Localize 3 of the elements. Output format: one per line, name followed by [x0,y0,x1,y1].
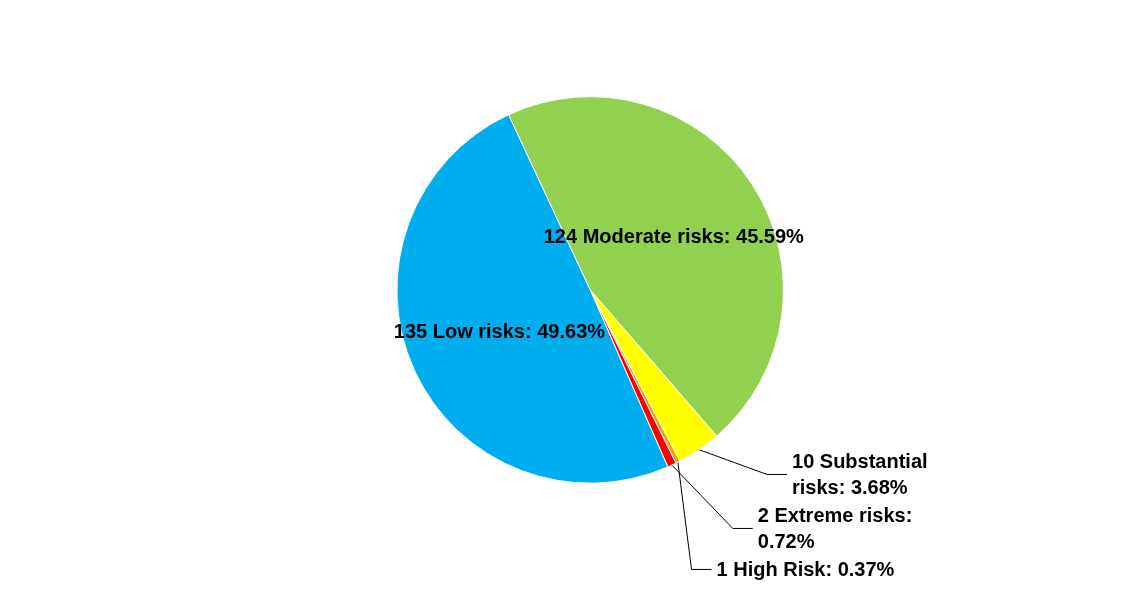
slice-label: 2 Extreme risks: 0.72% [757,504,918,553]
slice-label: 1 High Risk: 0.37% [716,558,895,581]
slice-label: 10 Substantial risks: 3.68% [792,450,934,499]
